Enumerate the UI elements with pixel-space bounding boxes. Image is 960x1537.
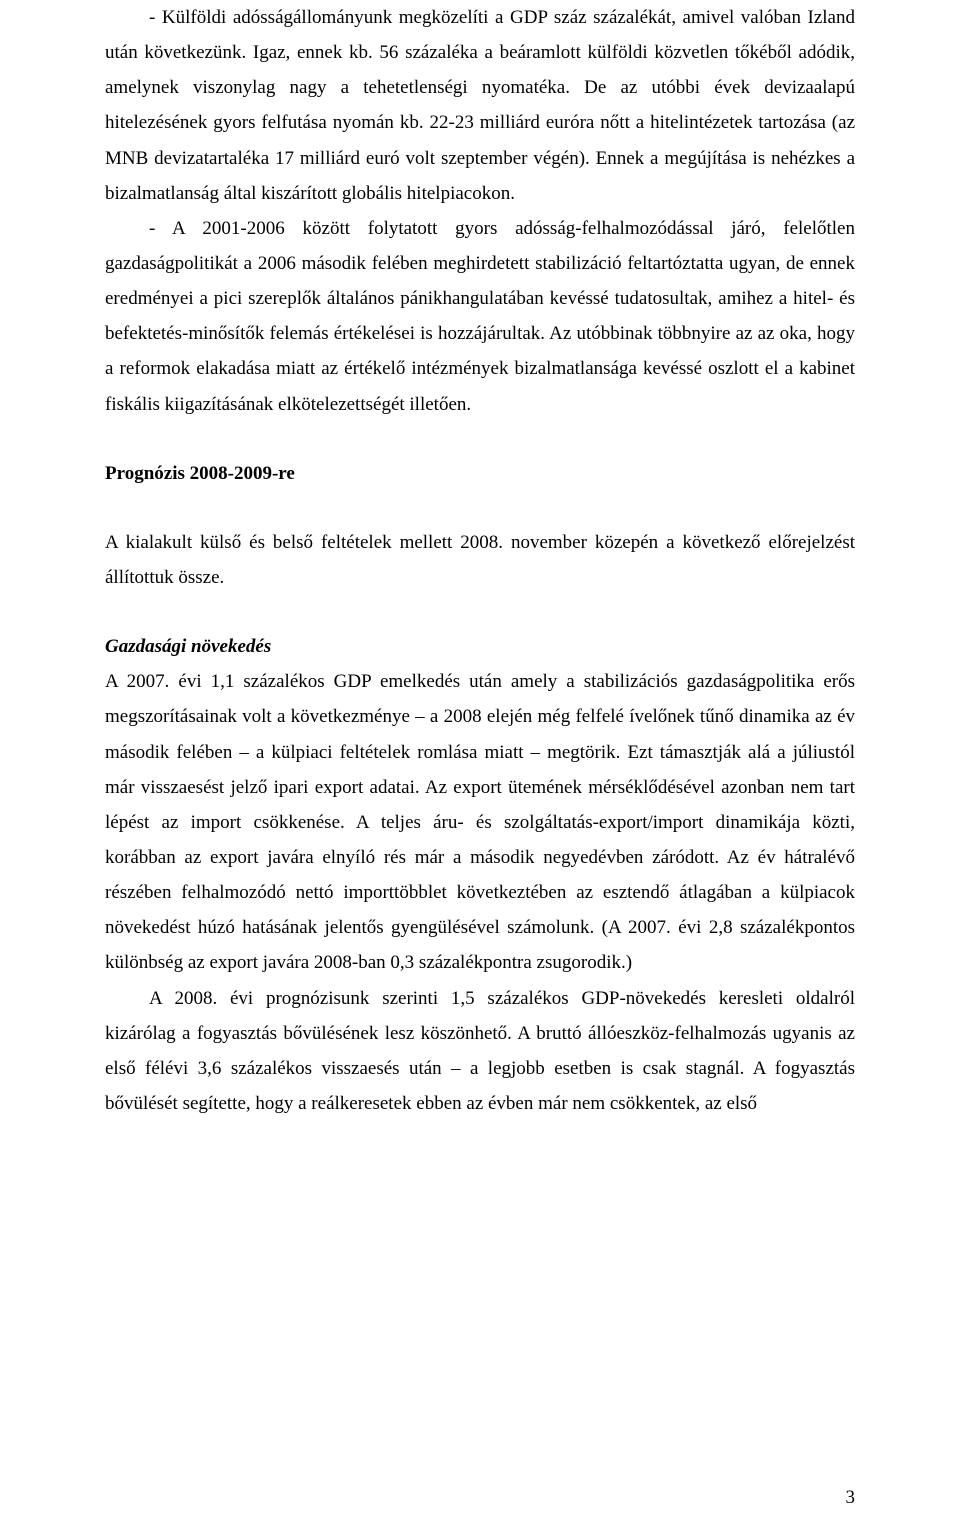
body-paragraph: A 2008. évi prognózisunk szerinti 1,5 sz… [105,981,855,1122]
section-spacer [105,595,855,629]
body-paragraph: A kialakult külső és belső feltételek me… [105,525,855,595]
body-paragraph: - A 2001-2006 között folytatott gyors ad… [105,211,855,422]
document-page: - Külföldi adósságállományunk megközelít… [0,0,960,1537]
section-heading-prognozis: Prognózis 2008-2009-re [105,456,855,491]
body-paragraph: A 2007. évi 1,1 százalékos GDP emelkedés… [105,664,855,980]
subsection-heading-gazdasagi: Gazdasági növekedés [105,629,855,664]
section-spacer [105,491,855,525]
section-spacer [105,422,855,456]
body-paragraph: - Külföldi adósságállományunk megközelít… [105,0,855,211]
page-number: 3 [846,1487,856,1509]
